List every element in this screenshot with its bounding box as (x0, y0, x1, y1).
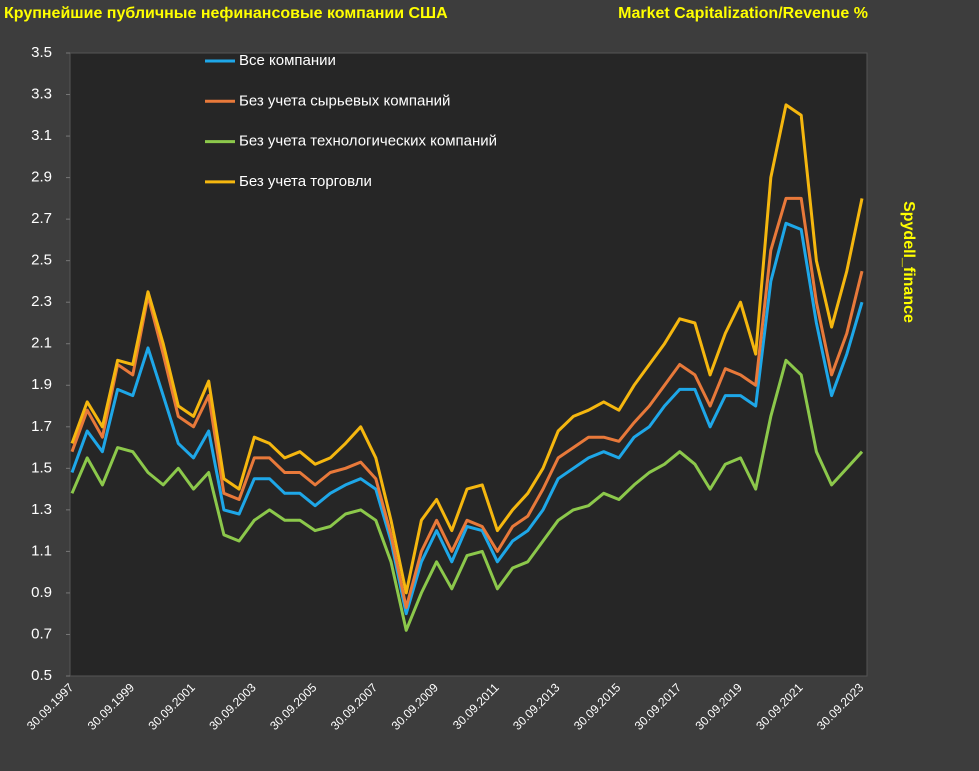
y-tick-label: 2.7 (31, 210, 52, 227)
plot-area (69, 52, 868, 677)
y-tick-label: 0.7 (31, 625, 52, 642)
y-tick-label: 1.9 (31, 376, 52, 393)
series-line (70, 196, 864, 609)
y-tick-label: 2.5 (31, 252, 52, 269)
y-tick-label: 2.1 (31, 335, 52, 352)
legend-label: Без учета торговли (239, 173, 372, 190)
legend-label: Без учета технологических компаний (239, 133, 497, 150)
y-tick-label: 2.3 (31, 293, 52, 310)
y-tick-label: 1.5 (31, 459, 52, 476)
legend-label: Все компании (239, 52, 336, 69)
series-line (70, 103, 864, 595)
y-tick-label: 0.9 (31, 584, 52, 601)
y-tick-label: 1.3 (31, 501, 52, 518)
y-tick-label: 1.7 (31, 418, 52, 435)
legend-label: Без учета сырьевых компаний (239, 92, 450, 109)
y-tick-label: 3.5 (31, 44, 52, 61)
watermark: Spydell_finance (900, 201, 917, 323)
series-line (70, 221, 864, 616)
chart-subtitle: Market Capitalization/Revenue % (618, 5, 868, 22)
y-tick-label: 1.1 (31, 542, 52, 559)
y-tick-label: 2.9 (31, 169, 52, 186)
series-line (70, 358, 864, 632)
y-tick-label: 0.5 (31, 667, 52, 684)
y-tick-label: 3.1 (31, 127, 52, 144)
y-tick-label: 3.3 (31, 86, 52, 103)
chart-title: Крупнейшие публичные нефинансовые компан… (4, 5, 448, 22)
